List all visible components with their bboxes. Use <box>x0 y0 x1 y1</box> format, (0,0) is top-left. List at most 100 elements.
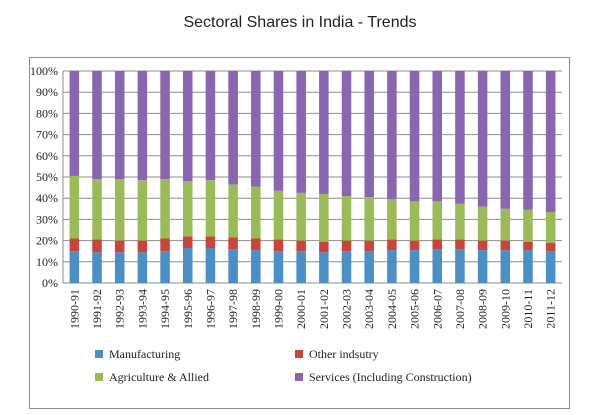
bar-segment <box>409 201 420 241</box>
legend: Manufacturing Other indsutry Agriculture &… <box>95 347 472 384</box>
bar-segment <box>114 179 125 241</box>
bar-segment <box>477 250 488 283</box>
bar-segment <box>273 251 284 283</box>
bar-segment <box>137 71 148 181</box>
bars <box>69 71 556 283</box>
x-tick-label: 2006-07 <box>430 289 444 329</box>
bar-segment <box>341 71 352 197</box>
bar-segment <box>545 71 556 212</box>
x-tick-label: 2010-11 <box>521 289 535 329</box>
x-tick-label: 1997-98 <box>226 289 240 329</box>
y-tick-label: 30% <box>36 212 58 226</box>
bar-segment <box>432 239 443 250</box>
legend-swatch <box>295 373 303 381</box>
x-tick-label: 1990-91 <box>67 289 81 329</box>
bar-segment <box>92 71 102 180</box>
bar-segment <box>455 249 465 283</box>
legend-label: Services (Including Construction) <box>309 370 472 384</box>
bar-segment <box>319 252 329 283</box>
bar-segment <box>319 71 329 194</box>
legend-swatch <box>295 350 303 358</box>
x-tick-label: 2001-02 <box>317 289 331 329</box>
bar-segment <box>500 240 511 251</box>
x-tick-label: 1992-93 <box>113 289 127 329</box>
bar-segment <box>251 250 261 283</box>
bar-segment <box>455 71 465 204</box>
bar-segment <box>500 250 511 283</box>
bar-segment <box>137 240 148 253</box>
bar-segment <box>114 240 125 253</box>
bar-segment <box>364 251 374 283</box>
bar-segment <box>251 186 261 239</box>
x-tick-label: 2007-08 <box>453 289 467 329</box>
bar-segment <box>228 249 238 283</box>
y-tick-label: 20% <box>36 234 58 248</box>
bar-segment <box>160 238 170 252</box>
x-tick-label: 1994-95 <box>158 289 172 329</box>
bar-segment <box>228 184 238 238</box>
bar-segment <box>69 238 80 252</box>
legend-label: Manufacturing <box>109 347 180 361</box>
bar-segment <box>545 251 556 283</box>
bar-segment <box>387 239 397 251</box>
y-tick-label: 70% <box>36 128 58 142</box>
bar-segment <box>160 179 170 239</box>
bar-segment <box>409 71 420 202</box>
bar-segment <box>296 240 306 252</box>
x-tick-label: 2009-10 <box>498 289 512 329</box>
y-tick-label: 90% <box>36 85 58 99</box>
bar-segment <box>455 203 465 240</box>
bar-segment <box>160 71 170 180</box>
x-tick-label: 2011-12 <box>544 289 558 329</box>
y-axis-ticks: 0% 10% 20% 30% 40% 50% 60% 70% 80% 90% 100% <box>30 64 58 290</box>
bar-segment <box>92 252 102 283</box>
bar-segment <box>182 71 193 182</box>
bar-segment <box>160 251 170 283</box>
bar-segment <box>182 248 193 283</box>
y-tick-label: 10% <box>36 255 58 269</box>
bar-segment <box>273 239 284 252</box>
bar-segment <box>432 201 443 240</box>
bar-segment <box>523 250 533 283</box>
x-tick-label: 1999-00 <box>271 289 285 329</box>
bar-segment <box>341 196 352 241</box>
x-tick-label: 2004-05 <box>385 289 399 329</box>
bar-segment <box>251 238 261 251</box>
bar-segment <box>523 241 533 251</box>
bar-segment <box>409 250 420 283</box>
bar-segment <box>92 179 102 240</box>
bar-segment <box>477 240 488 251</box>
bar-segment <box>92 239 102 253</box>
bar-segment <box>251 71 261 187</box>
x-tick-label: 2000-01 <box>294 289 308 329</box>
bar-segment <box>341 251 352 283</box>
bar-segment <box>205 248 216 283</box>
legend-label: Other indsutry <box>309 347 379 361</box>
bar-segment <box>523 209 533 242</box>
bar-segment <box>387 250 397 283</box>
x-tick-label: 2003-04 <box>362 289 376 329</box>
bar-segment <box>114 252 125 283</box>
bar-segment <box>341 240 352 252</box>
bar-segment <box>477 71 488 207</box>
bar-segment <box>182 236 193 249</box>
bar-segment <box>137 180 148 241</box>
bar-segment <box>273 71 284 191</box>
y-tick-label: 0% <box>42 276 58 290</box>
bar-segment <box>114 71 125 180</box>
bar-segment <box>455 239 465 250</box>
bar-segment <box>477 206 488 241</box>
y-tick-label: 50% <box>36 170 58 184</box>
x-tick-label: 2002-03 <box>340 289 354 329</box>
x-tick-label: 2008-09 <box>476 289 490 329</box>
bar-segment <box>205 71 216 181</box>
bar-segment <box>319 193 329 242</box>
bar-segment <box>273 190 284 240</box>
x-tick-label: 1991-92 <box>90 289 104 329</box>
bar-segment <box>432 71 443 202</box>
y-tick-label: 100% <box>30 64 58 78</box>
x-tick-label: 1995-96 <box>181 289 195 329</box>
bar-segment <box>364 197 374 241</box>
x-tick-label: 1998-99 <box>249 289 263 329</box>
